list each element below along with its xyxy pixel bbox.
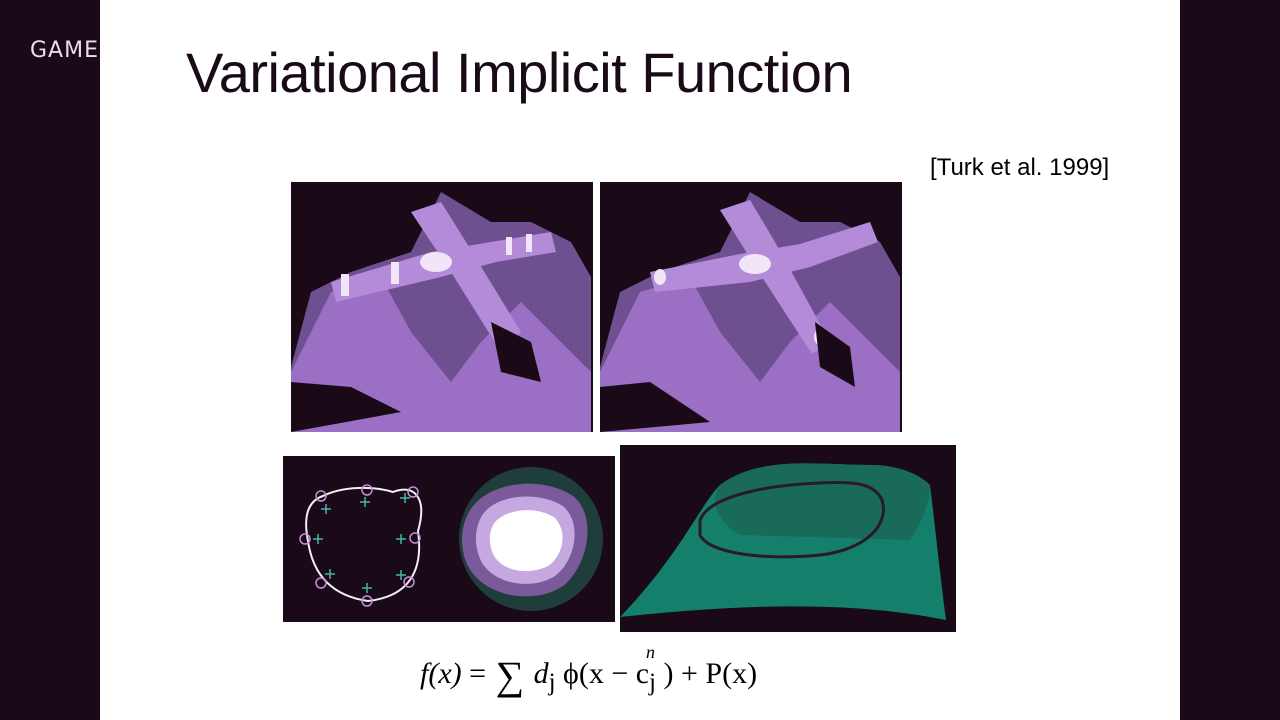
constraint-plus [313,534,323,544]
citation: [Turk et al. 1999] [930,154,1110,181]
density-core [489,510,563,572]
constraint-circle [315,577,327,589]
surface-shade [715,463,930,540]
implicit-surface-graphic [620,463,946,620]
summation-upper: n [646,642,655,662]
surface-front [291,277,591,432]
formula-phi-sub: j [649,669,656,696]
constraint-circle [315,490,327,502]
highlight-stripe [391,262,399,284]
surface-right-graphic [600,192,900,432]
highlight-end [654,269,666,285]
left-sidebar: GAME [0,0,100,720]
highlight-center [739,254,771,274]
constraint-circle [403,576,415,588]
shadow [491,322,541,382]
formula-term: d [533,657,549,690]
formula-term-sub: j [548,669,556,696]
ridge-diagonal [411,202,521,352]
shadow [291,382,401,432]
constraint-plus [325,569,335,579]
constraint-circle [361,484,373,496]
implicit-curve [698,481,885,559]
slide: Variational Implicit Function [Turk et a… [100,0,1180,720]
constraint-plus [400,493,410,503]
constraint-plus [360,497,370,507]
constraint-circle [409,532,421,544]
formula-lhs: f(x) [420,657,462,690]
right-sidebar [1180,0,1280,720]
highlight-center [420,252,452,272]
summation-sign: ∑ [495,653,525,698]
slide-title: Variational Implicit Function [186,41,853,104]
formula-tail: ) + P(x) [663,657,758,690]
ridge-diagonal [720,200,830,354]
figure-constraint-curve [283,456,615,622]
surface-front [600,277,900,432]
figure-surface-right [600,182,902,432]
formula-equals: = [469,657,487,690]
surface-left-graphic [291,192,591,432]
shadow [815,322,855,387]
formula-phi: ϕ(x − c [563,657,650,690]
shadow [600,382,710,432]
boundary-constraints [299,484,421,607]
figure-implicit-surface [620,445,956,632]
formula: f(x) = ∑ n dj ϕ(x − cj ) + P(x) [420,642,758,698]
constraint-circle [407,486,419,498]
constraint-curve-graphic [299,467,603,611]
highlight-stripe [526,234,532,252]
figure-surface-left [291,182,593,432]
constraint-circle [299,533,311,545]
constraint-plus [362,583,372,593]
interior-constraints [313,493,410,593]
constraint-plus [321,504,331,514]
constraint-plus [396,570,406,580]
highlight-stripe [506,237,512,255]
constraint-plus [396,534,406,544]
highlight-stripe [341,274,349,296]
brand-logo-text: GAME [30,38,99,63]
constraint-circle [361,595,373,607]
